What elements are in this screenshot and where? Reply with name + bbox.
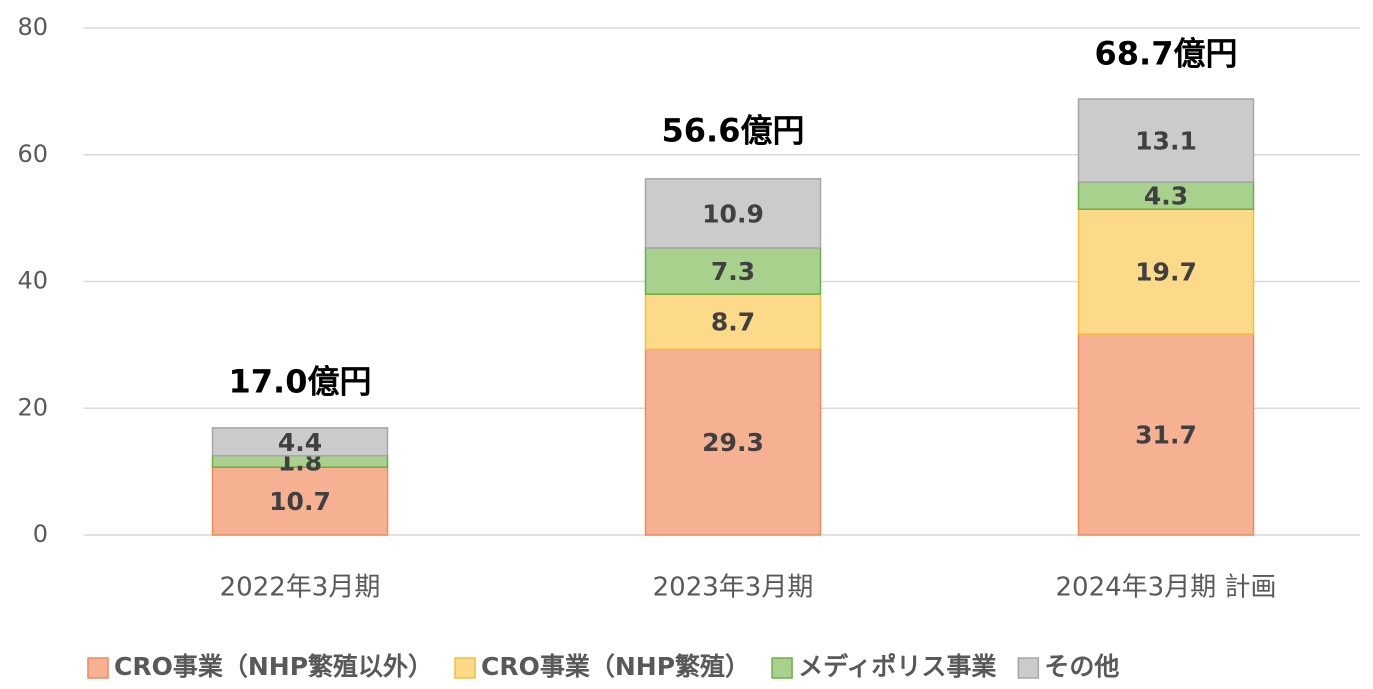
bar-segment	[1077, 333, 1255, 536]
bar-segment	[1077, 181, 1255, 211]
bar-segment	[1077, 98, 1255, 183]
y-tick-label: 20	[17, 393, 48, 421]
bar-segment	[211, 466, 389, 536]
y-tick-label: 60	[17, 140, 48, 168]
legend-label: CRO事業（NHP繁殖）	[481, 652, 750, 681]
bar-segment	[644, 247, 822, 295]
y-tick-label: 80	[17, 13, 48, 41]
data-label: 13.1	[1135, 126, 1197, 155]
y-tick-label: 40	[17, 267, 48, 295]
data-label: 31.7	[1135, 421, 1197, 450]
data-label: 10.7	[269, 487, 331, 516]
bar-segment	[644, 178, 822, 249]
bar-segment	[1077, 208, 1255, 335]
legend-swatch	[771, 657, 793, 679]
data-label: 4.3	[1144, 182, 1188, 211]
y-tick-label: 0	[33, 520, 48, 548]
bar-segment	[211, 427, 389, 457]
legend-swatch	[454, 657, 476, 679]
legend-swatch	[1017, 657, 1040, 679]
x-tick-label: 2022年3月期	[220, 573, 381, 603]
x-tick-label: 2024年3月期 計画	[1056, 573, 1277, 603]
legend-label: CRO事業（NHP繁殖以外）	[114, 652, 433, 681]
total-label: 68.7億円	[1095, 35, 1238, 73]
x-tick-label: 2023年3月期	[653, 573, 814, 603]
total-label: 17.0億円	[229, 362, 372, 400]
legend-label: メディポリス事業	[798, 652, 996, 681]
data-label: 10.9	[702, 199, 764, 228]
total-label: 56.6億円	[662, 111, 805, 149]
bar-segment	[644, 348, 822, 536]
legend-swatch	[87, 657, 109, 679]
data-label: 8.7	[711, 308, 755, 337]
data-label: 29.3	[702, 428, 764, 457]
data-label: 19.7	[1135, 258, 1197, 287]
bar-segment	[644, 293, 822, 351]
data-label: 7.3	[711, 257, 755, 286]
legend-label: その他	[1044, 652, 1119, 681]
data-label: 4.4	[278, 428, 322, 457]
